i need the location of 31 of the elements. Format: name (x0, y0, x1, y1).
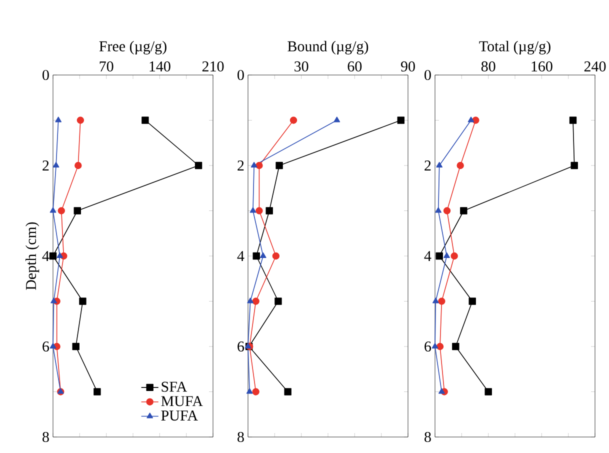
y-axis-title: Depth (cm) (26, 222, 40, 290)
x-axis-title: Free (µg/g) (99, 40, 166, 54)
y-tick-label: 2 (424, 160, 431, 170)
legend-label: MUFA (161, 396, 203, 406)
x-axis-title: Total (µg/g) (479, 40, 550, 54)
x-tick-label: 240 (584, 61, 606, 72)
y-tick-label: 6 (424, 341, 432, 352)
x-tick-label: 60 (348, 61, 362, 72)
y-tick-label: 0 (238, 70, 244, 80)
y-tick-label: 8 (424, 432, 431, 442)
x-tick-label: 90 (400, 61, 415, 72)
y-tick-label: 8 (238, 432, 244, 442)
x-tick-label: 140 (150, 61, 170, 72)
x-tick-label: 80 (481, 61, 496, 72)
y-tick-label: 2 (238, 160, 244, 170)
x-axis-title: Bound (µg/g) (288, 40, 368, 54)
x-tick-label: 210 (202, 61, 224, 72)
y-tick-label: 4 (237, 251, 244, 261)
y-tick-label: 6 (238, 341, 244, 352)
y-tick-label: 0 (424, 70, 431, 80)
y-tick-label: 8 (42, 432, 49, 442)
y-tick-label: 2 (42, 160, 49, 170)
legend-label: PUFA (161, 410, 198, 421)
y-tick-label: 4 (424, 251, 432, 261)
x-tick-label: 160 (532, 61, 552, 72)
legend-label: SFA (162, 382, 188, 392)
x-tick-label: 70 (100, 61, 114, 72)
y-tick-label: 4 (42, 251, 50, 261)
y-tick-label: 6 (42, 341, 50, 352)
x-tick-label: 30 (294, 61, 308, 72)
y-tick-label: 0 (42, 70, 49, 80)
